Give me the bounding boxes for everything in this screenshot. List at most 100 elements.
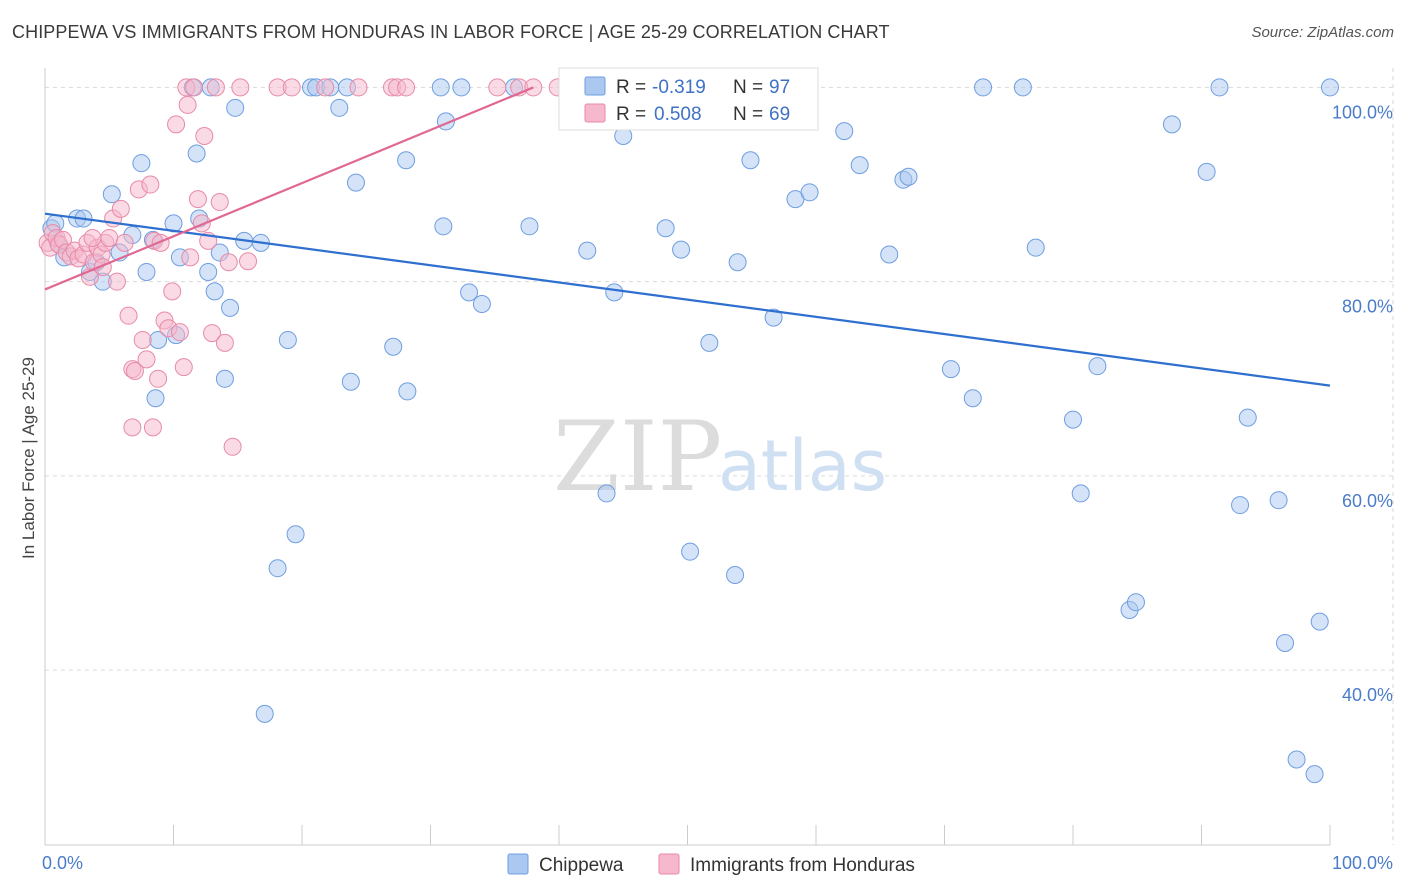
- honduras-point: [316, 78, 335, 97]
- chippewa-point: [1197, 162, 1216, 181]
- honduras-point: [206, 78, 225, 97]
- honduras-point: [397, 78, 416, 97]
- honduras-point: [167, 115, 186, 134]
- legend-n-label-honduras: N =: [733, 104, 763, 125]
- chippewa-point: [728, 253, 747, 272]
- bottom-legend: Chippewa Immigrants from Honduras: [507, 853, 915, 876]
- chippewa-point: [132, 154, 151, 173]
- chippewa-point: [880, 245, 899, 264]
- chippewa-point: [384, 337, 403, 356]
- legend-r-value-honduras: 0.508: [654, 104, 702, 125]
- chippewa-point: [431, 78, 450, 97]
- bottom-legend-chippewa: Chippewa: [539, 855, 624, 876]
- chippewa-point: [1287, 750, 1306, 769]
- honduras-point: [137, 350, 156, 369]
- chippewa-point: [1026, 238, 1045, 257]
- chippewa-point: [835, 122, 854, 141]
- y-tick-label: 60.0%: [1342, 491, 1393, 511]
- chippewa-point: [899, 167, 918, 186]
- honduras-points: [38, 78, 567, 456]
- honduras-point: [83, 228, 102, 247]
- honduras-point: [141, 175, 160, 194]
- chippewa-point: [850, 156, 869, 175]
- honduras-point: [239, 252, 258, 271]
- honduras-point: [100, 228, 119, 247]
- honduras-point: [107, 272, 126, 291]
- honduras-point: [223, 437, 242, 456]
- legend-n-value-honduras: 69: [769, 104, 790, 125]
- honduras-point: [170, 323, 189, 342]
- chippewa-point: [800, 183, 819, 202]
- axes: [44, 68, 1331, 846]
- honduras-point: [349, 78, 368, 97]
- honduras-point: [143, 418, 162, 437]
- chippewa-point: [268, 559, 287, 578]
- chippewa-point: [434, 217, 453, 236]
- y-tick-labels: 40.0% 60.0% 80.0% 100.0%: [1332, 102, 1393, 705]
- chippewa-point: [397, 151, 416, 170]
- honduras-point: [151, 233, 170, 252]
- source-label: Source: ZipAtlas.com: [1251, 24, 1394, 41]
- chippewa-point: [941, 360, 960, 379]
- chippewa-point: [605, 283, 624, 302]
- chart-title: CHIPPEWA VS IMMIGRANTS FROM HONDURAS IN …: [12, 22, 890, 42]
- honduras-trend-line: [44, 86, 534, 291]
- chippewa-point: [286, 525, 305, 544]
- y-tick-label: 100.0%: [1332, 102, 1393, 122]
- honduras-point: [125, 362, 144, 381]
- bottom-legend-honduras-swatch: [658, 853, 680, 875]
- chippewa-point: [672, 240, 691, 259]
- honduras-point: [488, 78, 507, 97]
- honduras-point: [119, 306, 138, 325]
- honduras-point: [219, 253, 238, 272]
- trend-lines: [44, 86, 1331, 387]
- bottom-legend-chippewa-swatch: [507, 853, 529, 875]
- chippewa-point: [146, 389, 165, 408]
- chippewa-point: [221, 298, 240, 317]
- chippewa-point: [187, 144, 206, 163]
- chippewa-point: [578, 241, 597, 260]
- chippewa-point: [1210, 78, 1229, 97]
- honduras-legend-swatch: [584, 103, 606, 123]
- honduras-point: [215, 333, 234, 352]
- honduras-point: [178, 95, 197, 114]
- chippewa-point: [1064, 410, 1082, 429]
- x-tick-labels: 0.0% 100.0%: [42, 853, 1393, 873]
- chippewa-point: [974, 78, 993, 97]
- legend-r-value-chippewa: -0.319: [652, 77, 706, 98]
- honduras-point: [133, 330, 152, 349]
- honduras-point: [115, 233, 134, 252]
- chippewa-point: [205, 282, 224, 301]
- chippewa-point: [460, 283, 479, 302]
- chippewa-point: [398, 382, 417, 401]
- honduras-point: [185, 78, 204, 97]
- chippewa-point: [1162, 115, 1181, 134]
- chippewa-point: [741, 151, 760, 170]
- chippewa-point: [278, 330, 297, 349]
- legend-r-label-honduras: R =: [616, 104, 646, 125]
- honduras-point: [163, 282, 182, 301]
- watermark: ZIP atlas: [553, 401, 887, 513]
- chippewa-trend-line: [44, 212, 1331, 387]
- honduras-point: [123, 418, 142, 437]
- chippewa-point: [1088, 357, 1107, 376]
- honduras-point: [149, 369, 168, 388]
- y-tick-label: 40.0%: [1342, 685, 1393, 705]
- watermark-atlas: atlas: [718, 425, 887, 507]
- honduras-point: [181, 248, 200, 267]
- chippewa-point: [1276, 633, 1295, 652]
- honduras-point: [210, 193, 229, 212]
- x-tick-label: 100.0%: [1332, 853, 1393, 873]
- stats-legend: R = -0.319 N = 97 R = 0.508 N = 69: [558, 67, 819, 131]
- chippewa-point: [472, 295, 491, 314]
- chippewa-point: [1269, 491, 1288, 510]
- chippewa-point: [1321, 78, 1339, 97]
- chippewa-point: [1238, 408, 1257, 427]
- chippewa-point: [726, 565, 745, 584]
- chippewa-point: [452, 78, 471, 97]
- chippewa-point: [330, 98, 349, 117]
- chippewa-point: [215, 369, 234, 388]
- chippewa-point: [520, 217, 539, 236]
- chippewa-point: [597, 484, 616, 503]
